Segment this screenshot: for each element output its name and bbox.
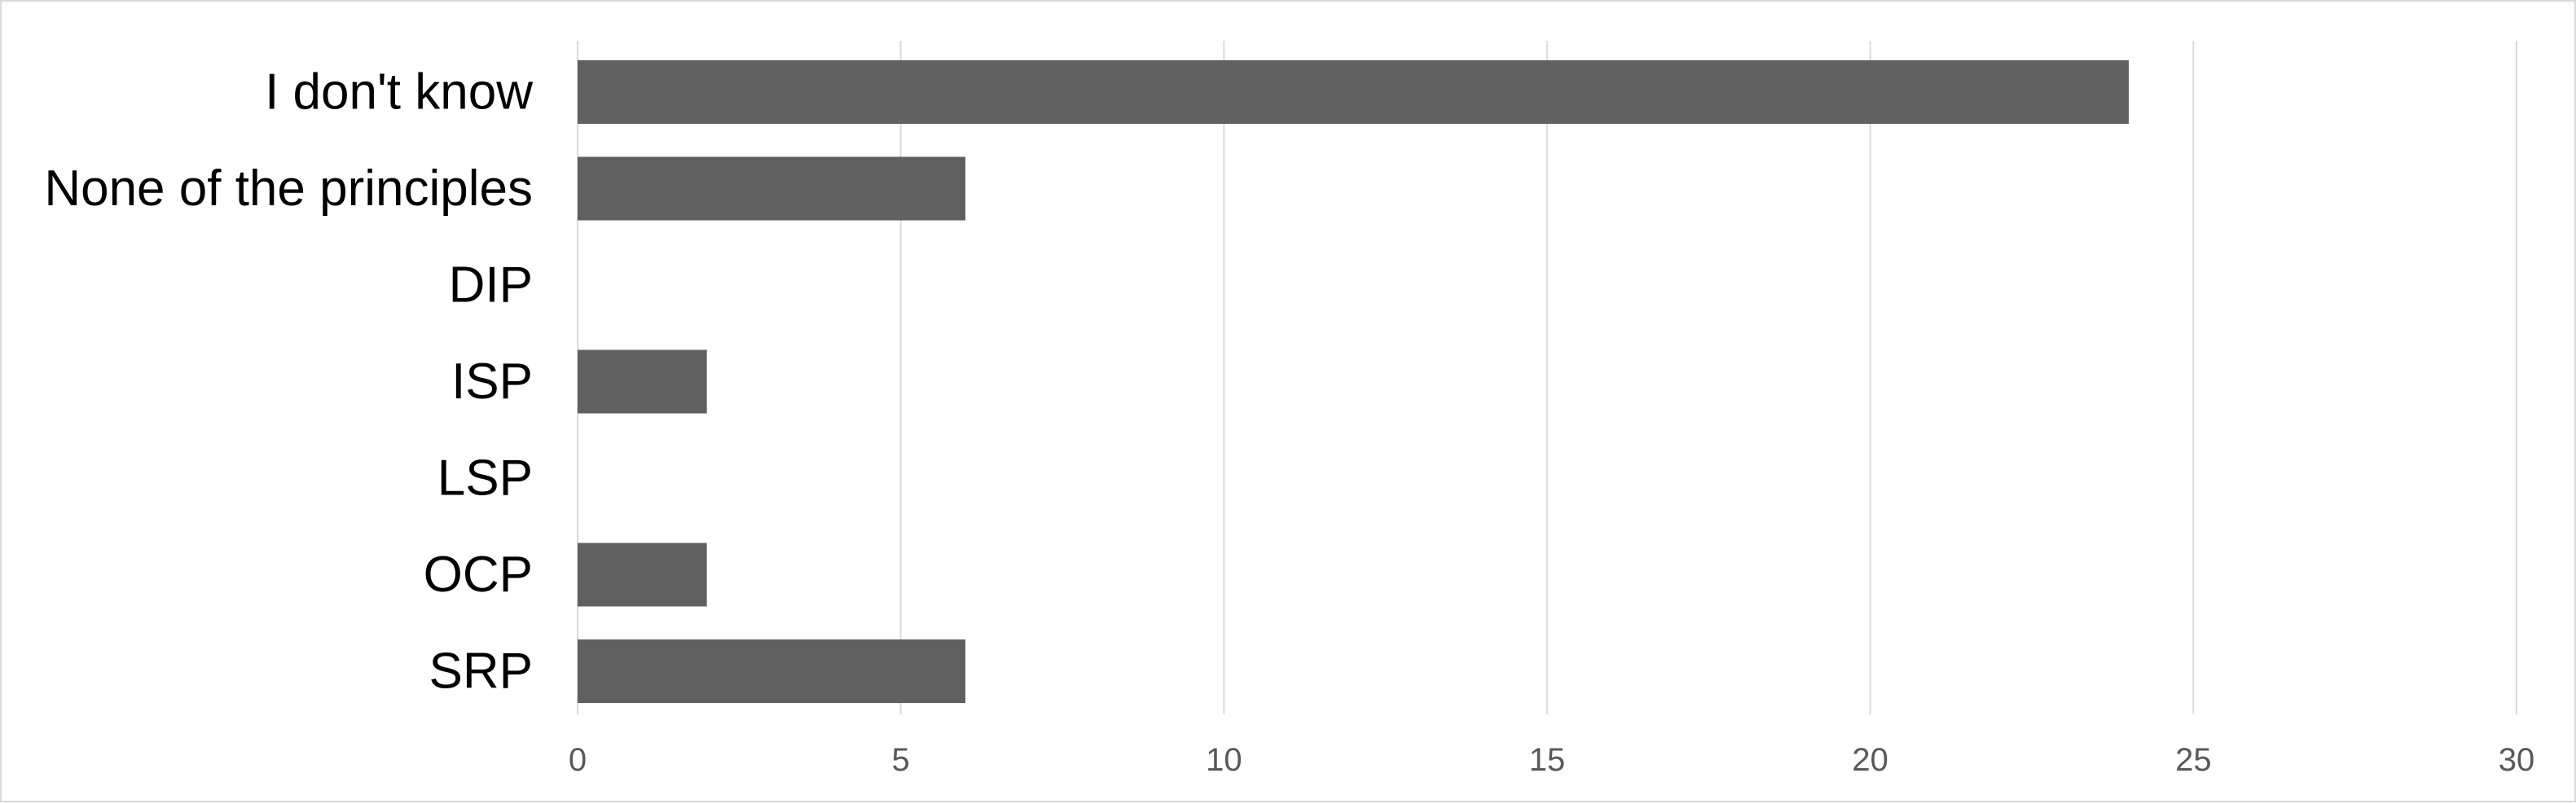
category-label: OCP [424, 547, 533, 603]
gridlines [577, 41, 2517, 714]
category-label: None of the principles [44, 160, 533, 217]
category-label: DIP [449, 257, 533, 314]
x-tick-label: 15 [1529, 742, 1566, 778]
bar [578, 156, 965, 221]
x-axis-tick-labels: 0 5 10 15 20 25 30 [569, 742, 2534, 778]
bar [578, 543, 707, 607]
bar [578, 60, 2129, 124]
bar [578, 349, 707, 414]
bars [578, 60, 2129, 703]
x-tick-label: 25 [2175, 742, 2212, 778]
x-tick-label: 30 [2499, 742, 2535, 778]
category-label: I don't know [265, 64, 533, 121]
x-tick-label: 5 [892, 742, 910, 778]
category-label: LSP [437, 450, 533, 507]
bar [578, 639, 965, 703]
x-tick-label: 20 [1852, 742, 1888, 778]
category-labels: I don't know None of the principles DIP ISP… [44, 64, 533, 700]
x-tick-label: 0 [569, 742, 587, 778]
category-label: SRP [429, 644, 533, 700]
x-tick-label: 10 [1206, 742, 1242, 778]
category-label: ISP [451, 354, 533, 410]
